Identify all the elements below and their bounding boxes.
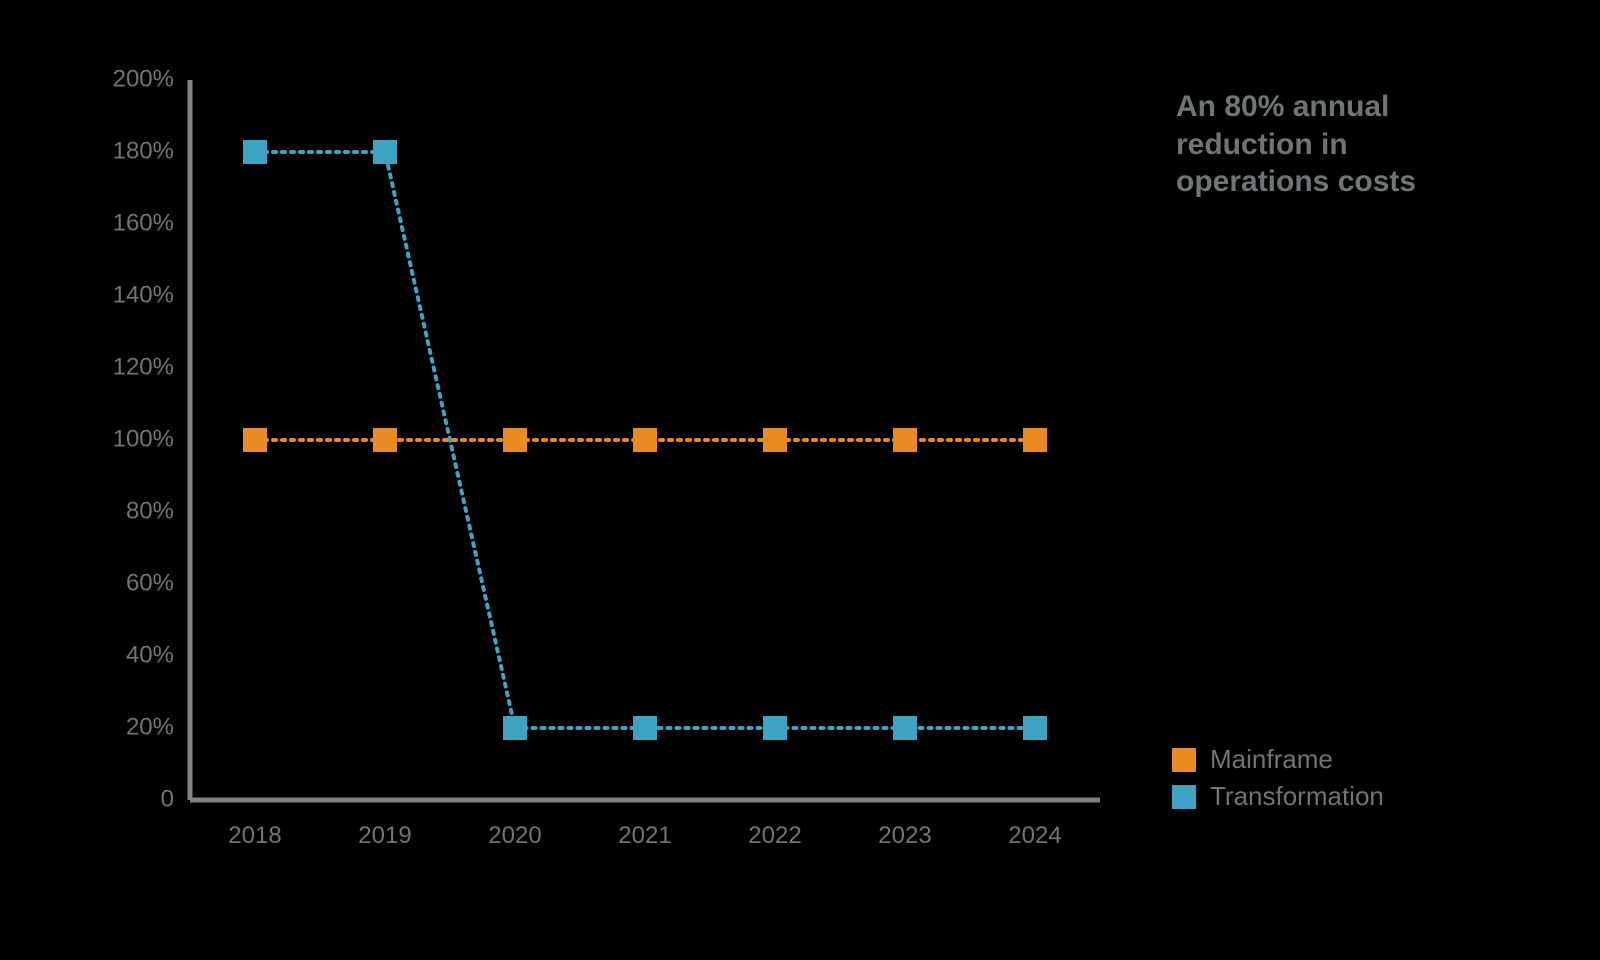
legend-swatch (1172, 748, 1196, 772)
series-marker (373, 140, 397, 164)
series-marker (893, 716, 917, 740)
y-tick-label: 120% (113, 353, 174, 380)
x-tick-label: 2021 (618, 822, 671, 849)
x-tick-label: 2019 (358, 822, 411, 849)
series-marker (243, 140, 267, 164)
y-tick-label: 200% (113, 65, 174, 92)
y-tick-label: 60% (126, 569, 174, 596)
y-tick-label: 160% (113, 209, 174, 236)
chart-annotation: An 80% annualreduction inoperations cost… (1176, 88, 1416, 201)
annotation-line: An 80% annual (1176, 88, 1416, 126)
series-marker (1023, 716, 1047, 740)
series-marker (503, 428, 527, 452)
legend-label: Transformation (1210, 781, 1384, 812)
legend-item: Mainframe (1172, 744, 1384, 775)
y-tick-label: 180% (113, 137, 174, 164)
chart-legend: Mainframe Transformation (1172, 738, 1384, 818)
y-tick-label: 140% (113, 281, 174, 308)
y-tick-label: 0 (161, 785, 174, 812)
series-marker (243, 428, 267, 452)
x-tick-label: 2018 (228, 822, 281, 849)
series-marker (763, 716, 787, 740)
legend-label: Mainframe (1210, 744, 1333, 775)
series-marker (1023, 428, 1047, 452)
legend-item: Transformation (1172, 781, 1384, 812)
x-tick-label: 2020 (488, 822, 541, 849)
series-marker (763, 428, 787, 452)
y-tick-label: 100% (113, 425, 174, 452)
chart-stage: 0 20% 40% 60% 80% 100% 120% 140% 160% 180% 200% 201… (0, 0, 1600, 960)
x-tick-label: 2022 (748, 822, 801, 849)
series-marker (633, 428, 657, 452)
series-marker (893, 428, 917, 452)
annotation-line: reduction in (1176, 126, 1416, 164)
y-tick-label: 80% (126, 497, 174, 524)
x-tick-label: 2024 (1008, 822, 1061, 849)
series-marker (633, 716, 657, 740)
legend-swatch (1172, 785, 1196, 809)
annotation-line: operations costs (1176, 163, 1416, 201)
y-tick-label: 40% (126, 641, 174, 668)
x-tick-label: 2023 (878, 822, 931, 849)
series-marker (503, 716, 527, 740)
y-tick-label: 20% (126, 713, 174, 740)
series-marker (373, 428, 397, 452)
